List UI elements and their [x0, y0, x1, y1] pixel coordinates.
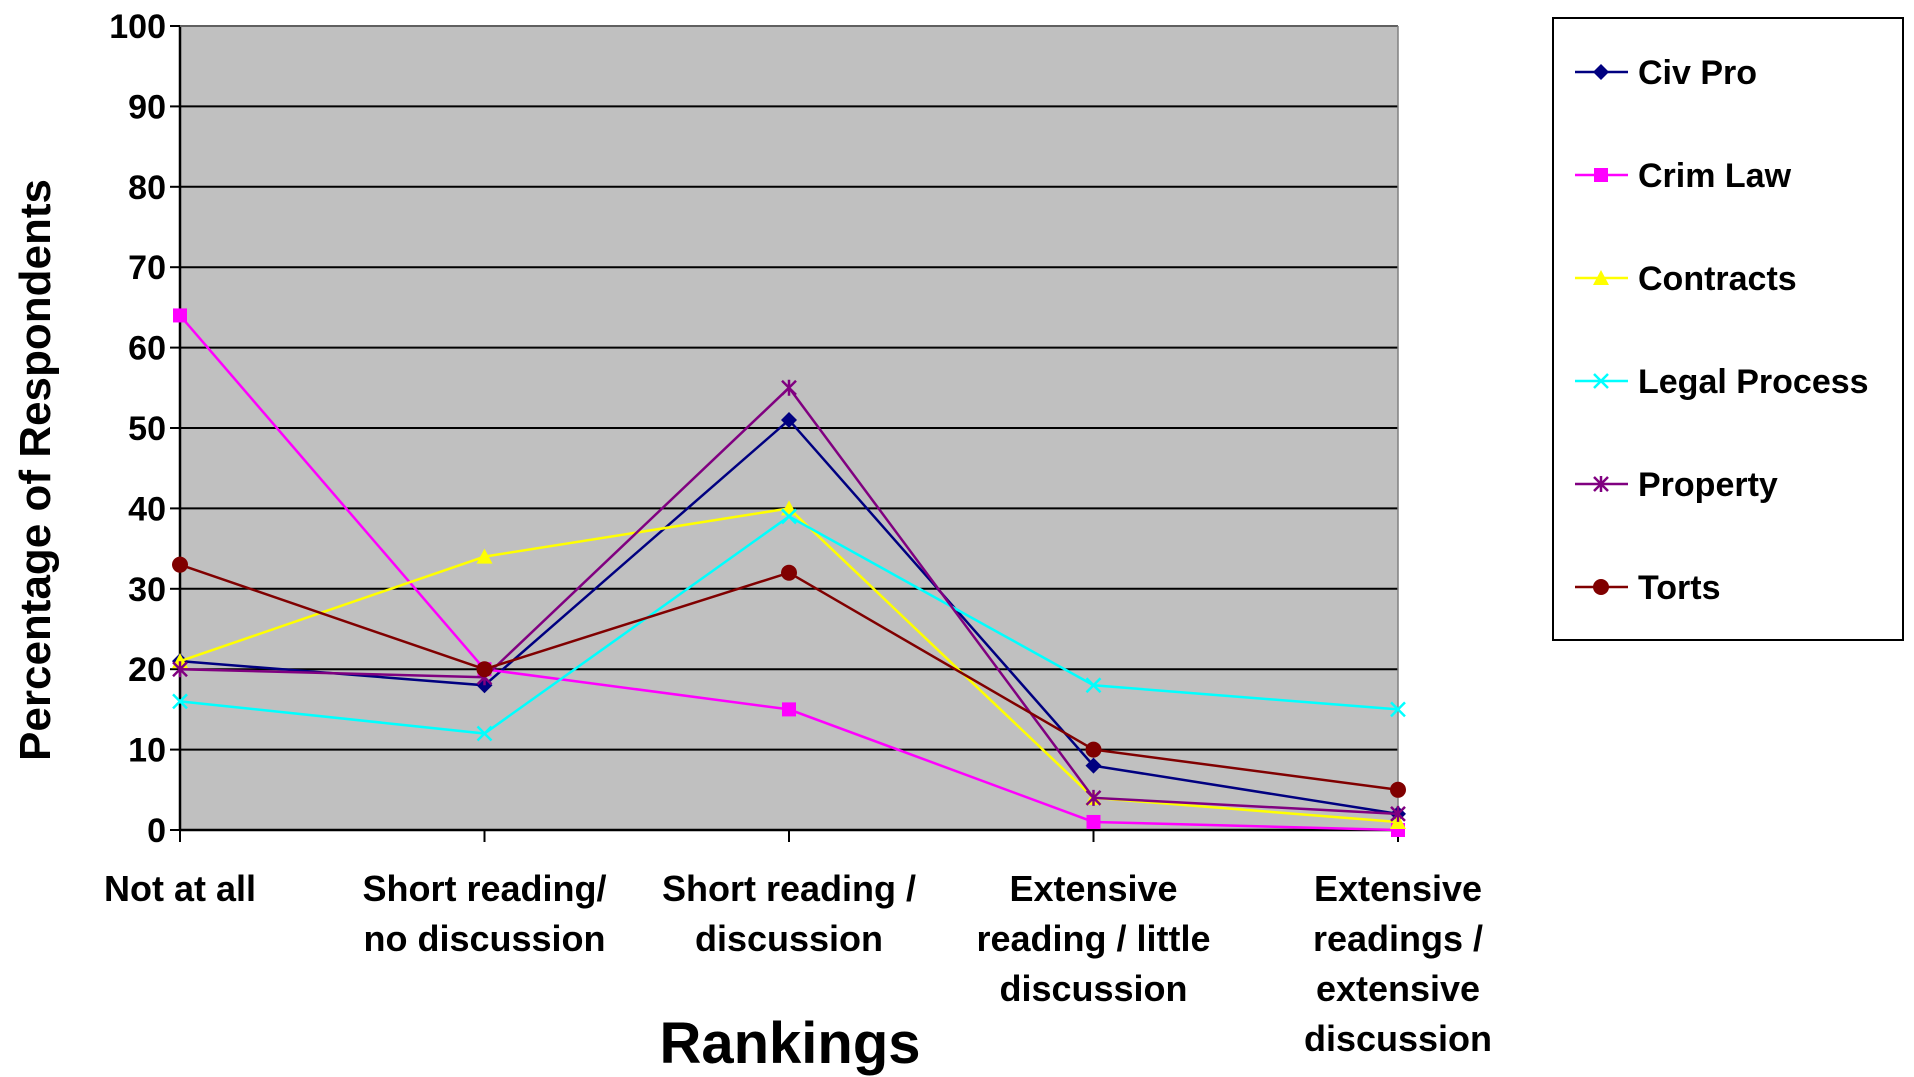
- data-point-property: [1085, 789, 1102, 806]
- x-tick-label: Extensive readings / extensive discussion: [1304, 868, 1492, 1059]
- series-crim-law: [173, 308, 1405, 837]
- legend-label-legal-process: Legal Process: [1638, 363, 1869, 401]
- legend-item-contracts: Contracts: [1575, 260, 1797, 298]
- data-point-crim-law: [1086, 814, 1101, 829]
- legend-label-torts: Torts: [1638, 569, 1720, 607]
- data-point-crim-law: [782, 702, 796, 717]
- legend-marker-property: [1593, 476, 1609, 492]
- x-tick-label: Short reading/no discussion: [362, 868, 606, 959]
- x-tick-label: Short reading / discussion: [662, 868, 916, 959]
- legend-label-contracts: Contracts: [1638, 260, 1797, 298]
- data-point-torts: [172, 556, 188, 573]
- data-point-legal-process: [476, 725, 493, 742]
- data-point-torts: [781, 564, 797, 581]
- y-tick-label: 90: [128, 88, 166, 126]
- x-axis-tick-labels: Not at all Short reading/no discussion Sho…: [104, 830, 1492, 1059]
- series-lines: [172, 308, 1406, 837]
- legend-marker-legal-process: [1593, 373, 1609, 389]
- y-tick-label: 30: [128, 571, 166, 609]
- legend-item-torts: Torts: [1575, 569, 1720, 607]
- x-tick-label: Not at all: [104, 868, 256, 909]
- y-tick-label: 70: [128, 249, 166, 287]
- legend-marker-contracts: [1593, 270, 1609, 285]
- x-axis-label: Rankings: [659, 1011, 920, 1076]
- y-tick-label: 50: [128, 410, 166, 448]
- y-tick-label: 20: [128, 651, 166, 689]
- legend-item-civ-pro: Civ Pro: [1575, 54, 1757, 92]
- data-point-torts: [476, 661, 493, 678]
- y-tick-label: 40: [128, 490, 166, 528]
- legend-box: [1552, 17, 1904, 641]
- legend-item-legal-process: Legal Process: [1575, 363, 1869, 401]
- legend-marker-civ-pro: [1593, 64, 1609, 80]
- series-torts: [172, 556, 1406, 798]
- legend-label-crim-law: Crim Law: [1638, 157, 1792, 195]
- data-point-property: [781, 379, 797, 396]
- data-point-civ-pro: [1085, 757, 1102, 774]
- x-tick-label: Extensive reading / little discussion: [976, 868, 1210, 1009]
- data-point-legal-process: [1085, 677, 1102, 694]
- data-point-civ-pro: [781, 411, 797, 428]
- y-axis-label: Percentage of Respondents: [11, 179, 60, 761]
- data-point-torts: [1390, 781, 1406, 798]
- data-point-property: [1390, 805, 1406, 822]
- y-tick-label: 10: [128, 732, 166, 770]
- legend-label-civ-pro: Civ Pro: [1638, 54, 1757, 92]
- data-point-property: [172, 661, 188, 678]
- y-axis-tick-labels: 0 10 20 30 40 50 60 70 80 90 100: [109, 8, 180, 850]
- legend-marker-crim-law: [1594, 168, 1608, 182]
- y-tick-label: 100: [109, 8, 166, 46]
- y-tick-label: 60: [128, 330, 166, 368]
- data-point-legal-process: [781, 508, 797, 525]
- data-point-contracts: [476, 548, 493, 564]
- legend-item-property: Property: [1575, 466, 1778, 504]
- legend: Civ Pro Crim Law Contracts Legal Process Pro…: [1552, 17, 1904, 641]
- legend-label-property: Property: [1638, 466, 1778, 504]
- y-tick-label: 0: [147, 812, 166, 850]
- legend-marker-torts: [1593, 579, 1609, 595]
- y-tick-label: 80: [128, 169, 166, 207]
- data-point-torts: [1085, 741, 1102, 758]
- data-point-crim-law: [173, 308, 187, 323]
- data-point-legal-process: [1390, 701, 1406, 718]
- data-point-legal-process: [172, 693, 188, 710]
- legend-item-crim-law: Crim Law: [1575, 157, 1792, 195]
- series-legal-process: [172, 508, 1406, 742]
